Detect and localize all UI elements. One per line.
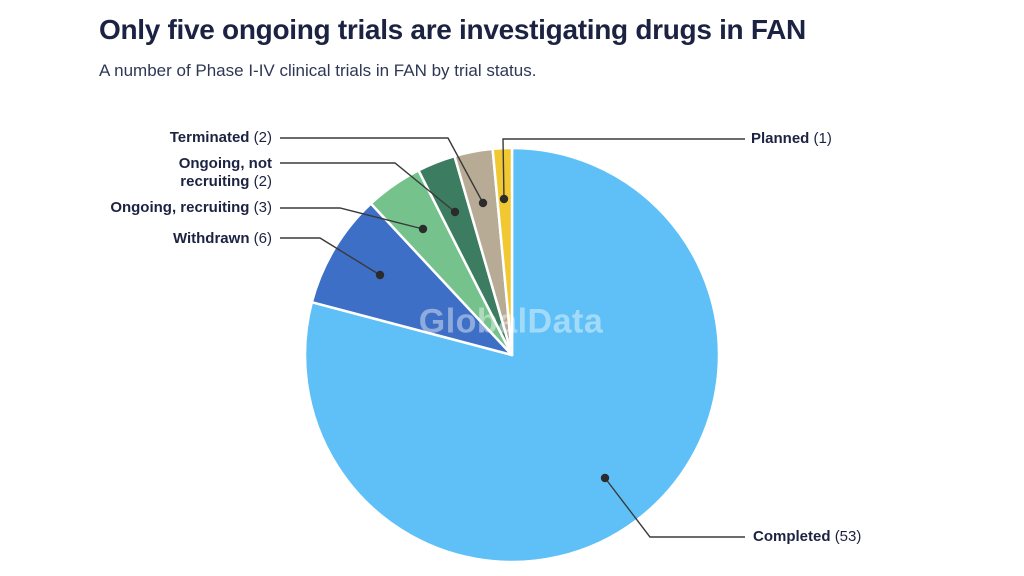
leader-dot-terminated <box>478 198 488 208</box>
label-terminated-count: (2) <box>253 129 272 146</box>
label-ongoing-recruiting-name: Ongoing, recruiting <box>110 199 250 216</box>
leader-line-ongoing-not-recruiting <box>280 162 456 213</box>
label-completed-count: (53) <box>834 528 862 545</box>
label-withdrawn-name: Withdrawn <box>172 230 250 247</box>
label-ongoing-not-recruiting: Ongoing, not recruiting (2) <box>160 155 272 191</box>
label-completed: Completed (53) <box>753 528 861 546</box>
label-ongoing-not-recruiting-count: (2) <box>253 173 272 190</box>
leader-dot-ongoing-recruiting <box>418 224 428 234</box>
leader-dot-planned <box>499 194 509 204</box>
label-ongoing-recruiting-count: (3) <box>253 199 272 216</box>
page-title: Only five ongoing trials are investigati… <box>99 14 806 45</box>
label-withdrawn-count: (6) <box>253 230 272 247</box>
label-terminated-name: Terminated <box>169 129 250 146</box>
label-planned-name: Planned <box>751 130 810 147</box>
leader-line-completed <box>604 477 745 538</box>
leader-dot-ongoing-not-recruiting <box>450 207 460 217</box>
leader-line-planned <box>502 138 745 200</box>
leader-line-withdrawn <box>280 237 381 276</box>
label-planned-count: (1) <box>813 130 832 147</box>
page-subtitle: A number of Phase I-IV clinical trials i… <box>99 61 537 80</box>
leader-line-ongoing-recruiting <box>280 207 424 230</box>
label-withdrawn: Withdrawn (6) <box>173 230 272 248</box>
label-completed-name: Completed <box>753 528 831 545</box>
leader-dot-withdrawn <box>375 270 385 280</box>
label-planned: Planned (1) <box>751 130 832 148</box>
pie-slice-withdrawn <box>310 202 514 357</box>
label-terminated: Terminated (2) <box>170 129 272 147</box>
label-ongoing-recruiting: Ongoing, recruiting (3) <box>110 199 272 217</box>
leader-dot-completed <box>600 473 610 483</box>
label-ongoing-not-recruiting-name: Ongoing, not recruiting <box>178 155 272 190</box>
leader-line-terminated <box>280 137 484 204</box>
